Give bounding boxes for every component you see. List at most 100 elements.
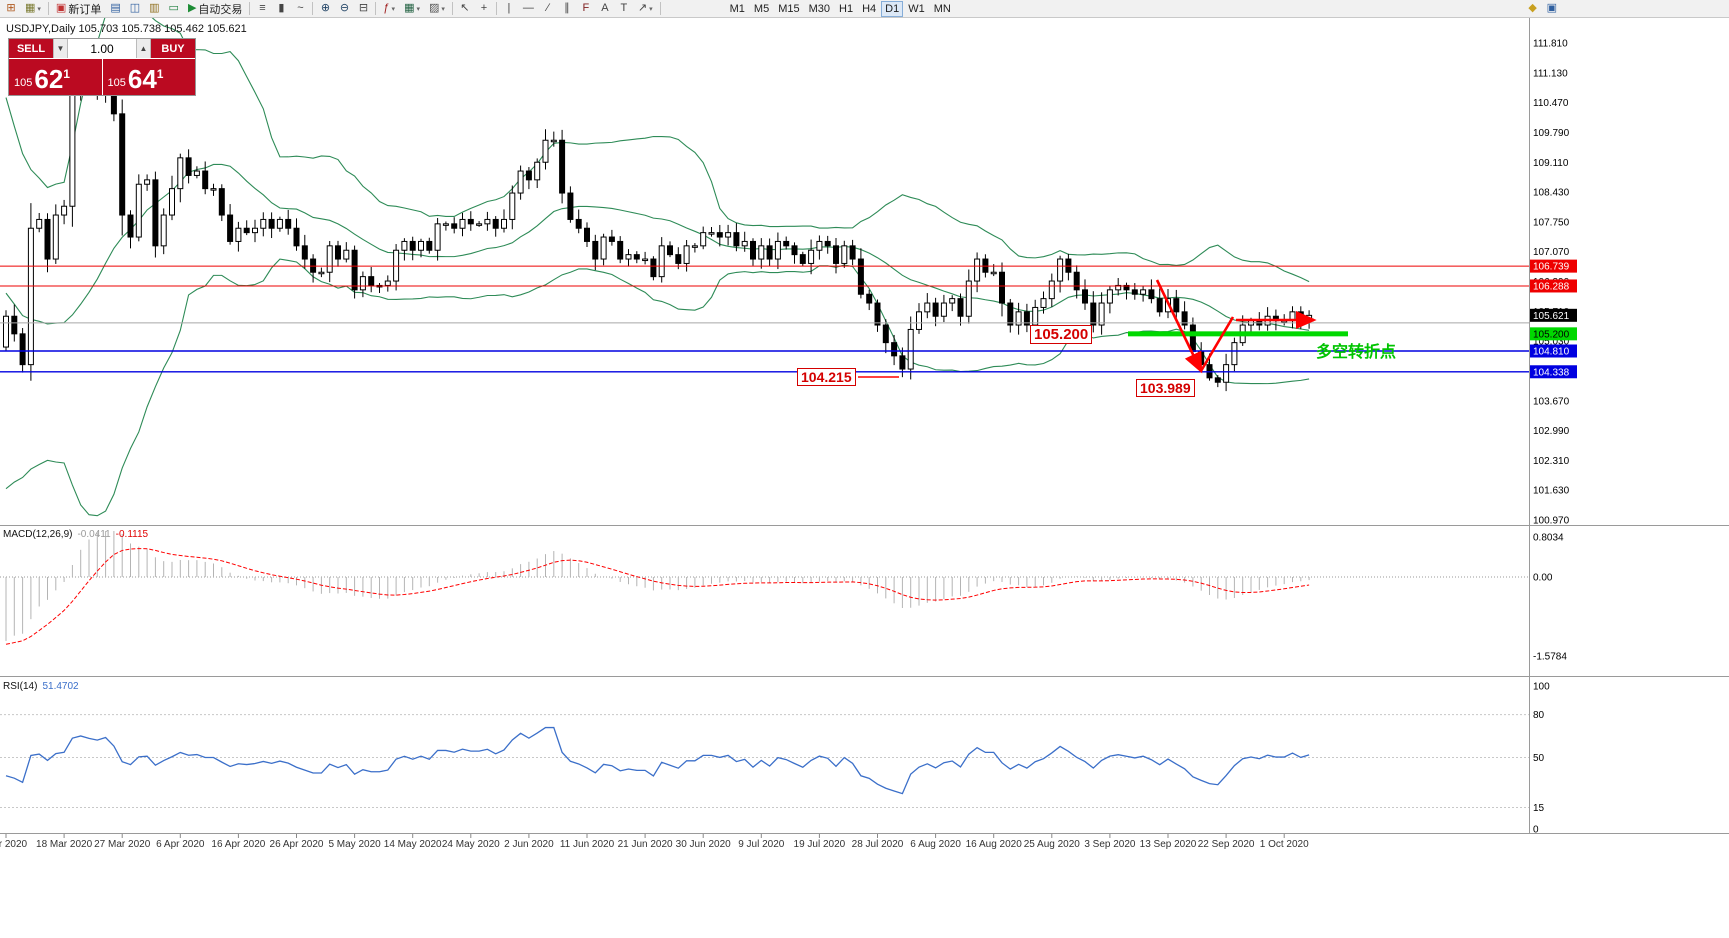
date-axis-label: 5 May 2020 — [328, 839, 381, 850]
periods-icon[interactable]: ▦ ▾ — [400, 1, 424, 17]
terminal-icon[interactable]: ▭ — [165, 1, 183, 17]
bollinger-upper-band — [5, 18, 1310, 283]
macd-scale-label: 0.00 — [1533, 573, 1553, 584]
label-icon[interactable]: T — [615, 1, 633, 17]
candlestick-chart-icon[interactable]: ▮ — [272, 1, 290, 17]
date-axis-label: 3 Sep 2020 — [1084, 839, 1136, 850]
price-badge-label: 104.338 — [1533, 367, 1570, 378]
horizontal-line-icon[interactable]: — — [519, 1, 538, 17]
rsi-line — [5, 726, 1310, 795]
chart-canvas[interactable]: 111.810 111.130 110.470 109.790 109.110 108.4… — [0, 0, 1729, 870]
date-axis-label: 6 Aug 2020 — [910, 839, 961, 850]
chart-profiles-icon[interactable]: ▦ ▾ — [21, 1, 45, 17]
zoom-out-icon: ⊖ — [339, 2, 350, 14]
toolbar-separator — [495, 2, 497, 15]
volume-decrease-button[interactable]: ▼ — [53, 39, 68, 58]
price-badge-label: 106.288 — [1533, 281, 1570, 292]
timeframe-m30[interactable]: M30 — [805, 1, 834, 17]
templates-icon[interactable]: ▨ ▾ — [425, 1, 449, 17]
sell-button[interactable]: SELL — [9, 39, 53, 58]
timeframe-m1-label: M1 — [729, 2, 745, 15]
price-axis-label: 105.030 — [1533, 337, 1570, 348]
chevron-down-icon: ▾ — [649, 5, 653, 13]
volume-increase-button[interactable]: ▲ — [136, 39, 151, 58]
bollinger-lower-band — [5, 258, 1310, 517]
price-axis-label: 101.630 — [1533, 486, 1570, 497]
turning-point-note: 多空转折点 — [1316, 344, 1397, 361]
periods-icon: ▦ — [404, 2, 415, 14]
auto-trading-button-label: 自动交易 — [198, 3, 243, 16]
macd-pane — [0, 531, 1529, 645]
crosshair-icon[interactable]: + — [475, 1, 493, 17]
timeframe-m15[interactable]: M15 — [774, 1, 803, 17]
auto-trading-button[interactable]: ▶ 自动交易 — [184, 1, 246, 17]
timeframe-h1[interactable]: H1 — [835, 1, 857, 17]
zoom-out-icon[interactable]: ⊖ — [335, 1, 353, 17]
trendline-icon[interactable]: ∕ — [539, 1, 557, 17]
date-axis-label: 26 Apr 2020 — [270, 839, 324, 850]
terminal-icon: ▭ — [168, 2, 179, 14]
line-chart-icon[interactable]: ~ — [291, 1, 309, 17]
main-price-pane — [0, 18, 1529, 517]
templates-icon: ▨ — [428, 2, 440, 14]
chevron-down-icon: ▾ — [391, 5, 396, 13]
channel-icon: ∥ — [564, 2, 570, 14]
date-axis-label: 6 Apr 2020 — [156, 839, 205, 850]
rsi-value: 51.4702 — [42, 681, 79, 692]
date-axis-label: 1 Oct 2020 — [1260, 839, 1309, 850]
date-axis-label: 21 Jun 2020 — [618, 839, 673, 850]
one-click-trade-panel: SELL ▼ 1.00 ▲ BUY 105 62 1 105 64 1 — [8, 38, 196, 96]
market-watch-icon[interactable]: ▤ — [106, 1, 124, 17]
horizontal-line-icon: — — [522, 2, 534, 14]
buy-price-button[interactable]: 105 64 1 — [102, 59, 195, 95]
toolbar-group: ⊞ ▦ ▾ — [2, 1, 45, 17]
zoom-in-icon[interactable]: ⊕ — [316, 1, 334, 17]
vertical-line-icon: | — [507, 2, 511, 14]
timeframe-m1[interactable]: M1 — [726, 1, 749, 17]
price-axis-label: 107.070 — [1533, 247, 1570, 258]
trend-arrow[interactable] — [1155, 279, 1203, 374]
new-chart-icon[interactable]: ⊞ — [2, 1, 20, 17]
candles-layer — [3, 47, 1313, 392]
date-axis-label: Mar 2020 — [0, 839, 28, 850]
macd-name: MACD(12,26,9) — [3, 529, 73, 540]
new-order-button[interactable]: ▣ 新订单 — [52, 1, 105, 17]
support-zone-line[interactable] — [1128, 331, 1348, 337]
tile-windows-icon[interactable]: ⊟ — [354, 1, 372, 17]
channel-icon[interactable]: ∥ — [558, 1, 576, 17]
timeframe-w1[interactable]: W1 — [904, 1, 929, 17]
toolbar-group: ≡ ▮ ~ — [253, 1, 309, 17]
price-axis-label: 111.130 — [1533, 68, 1568, 79]
timeframe-h1-label: H1 — [839, 2, 854, 15]
toolbar-group: ƒ ▾ ▦ ▾ ▨ ▾ — [379, 1, 448, 17]
indicators-icon[interactable]: ƒ ▾ — [379, 1, 399, 17]
toolbar-separator — [451, 2, 453, 15]
date-axis-label: 13 Sep 2020 — [1140, 839, 1197, 850]
fibonacci-icon[interactable]: F — [577, 1, 595, 17]
price-badge-label: 105.200 — [1533, 329, 1570, 340]
arrows-icon[interactable]: ↗ ▾ — [634, 1, 657, 17]
timeframe-h4[interactable]: H4 — [858, 1, 880, 17]
trend-arrow[interactable] — [1199, 316, 1235, 372]
buy-button[interactable]: BUY — [151, 39, 195, 58]
date-axis-label: 14 May 2020 — [384, 839, 442, 850]
cursor-icon[interactable]: ↖ — [456, 1, 474, 17]
price-axis-label: 108.430 — [1533, 188, 1570, 199]
text-icon[interactable]: A — [596, 1, 614, 17]
macd-signal-value: -0.1115 — [115, 529, 149, 540]
timeframe-mn[interactable]: MN — [930, 1, 955, 17]
timeframe-m5[interactable]: M5 — [750, 1, 773, 17]
timeframe-d1[interactable]: D1 — [881, 0, 904, 17]
crosshair-icon: + — [480, 2, 488, 14]
favorites-icon[interactable]: ◆ — [1524, 1, 1542, 17]
date-axis-label: 19 Jul 2020 — [794, 839, 846, 850]
sell-price-button[interactable]: 105 62 1 — [9, 59, 102, 95]
navigator-icon[interactable]: ▥ — [145, 1, 163, 17]
cursor-icon: ↖ — [460, 2, 470, 14]
help-icon[interactable]: ▣ — [1543, 1, 1561, 17]
date-axis-label: 28 Jul 2020 — [852, 839, 904, 850]
volume-input[interactable]: 1.00 — [68, 39, 136, 58]
vertical-line-icon[interactable]: | — [500, 1, 518, 17]
bars-chart-icon[interactable]: ≡ — [253, 1, 271, 17]
data-window-icon[interactable]: ◫ — [126, 1, 144, 17]
